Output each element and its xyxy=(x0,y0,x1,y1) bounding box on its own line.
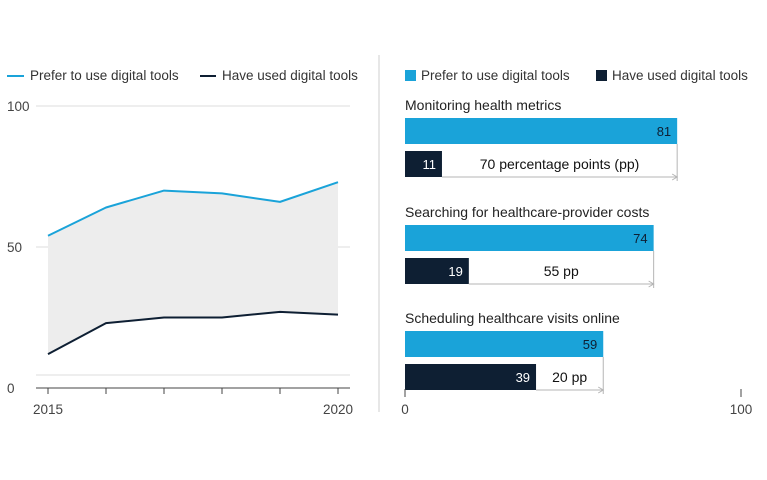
bar-x-tick-label: 100 xyxy=(730,402,753,417)
used-bar xyxy=(405,364,537,390)
gap-label: 20 pp xyxy=(552,369,587,385)
prefer-bar xyxy=(405,118,678,144)
prefer-bar xyxy=(405,331,604,357)
group-label: Scheduling healthcare visits online xyxy=(405,310,620,326)
bar-chart-legend: Prefer to use digital tools Have used di… xyxy=(405,68,748,83)
gap-label: 70 percentage points (pp) xyxy=(480,156,640,172)
group-label: Monitoring health metrics xyxy=(405,97,561,113)
gap-arrow xyxy=(648,280,655,288)
used-value-label: 11 xyxy=(422,157,436,172)
used-bar xyxy=(405,151,442,177)
legend-used-label: Have used digital tools xyxy=(222,68,358,83)
gap-arrow xyxy=(671,173,679,181)
legend-prefer-label: Prefer to use digital tools xyxy=(421,68,570,83)
prefer-value-label: 74 xyxy=(633,231,647,246)
used-bar xyxy=(405,258,469,284)
prefer-bar xyxy=(405,225,654,251)
prefer-value-label: 59 xyxy=(583,337,597,352)
legend-used-swatch xyxy=(596,70,607,81)
gap-arrow xyxy=(597,386,605,394)
y-tick-label: 0 xyxy=(7,381,15,396)
group-label: Searching for healthcare-provider costs xyxy=(405,204,649,220)
bar-chart: Monitoring health metrics 81 11 70 percenta… xyxy=(401,97,752,417)
used-value-label: 19 xyxy=(448,264,462,279)
y-tick-label: 100 xyxy=(7,99,30,114)
x-tick-label: 2020 xyxy=(323,402,353,417)
prefer-value-label: 81 xyxy=(657,124,671,139)
line-chart: 0 50 100 2015 2020 xyxy=(7,99,353,417)
y-tick-label: 50 xyxy=(7,240,22,255)
bar-x-tick-label: 0 xyxy=(401,402,409,417)
legend-prefer-label: Prefer to use digital tools xyxy=(30,68,179,83)
gap-label: 55 pp xyxy=(544,263,579,279)
line-chart-legend: Prefer to use digital tools Have used di… xyxy=(7,68,358,83)
used-series-line xyxy=(47,310,339,356)
x-tick-label: 2015 xyxy=(33,402,63,417)
used-value-label: 39 xyxy=(516,370,530,385)
prefer-series-line xyxy=(47,181,339,237)
legend-used-label: Have used digital tools xyxy=(612,68,748,83)
legend-prefer-swatch xyxy=(405,70,416,81)
gap-area xyxy=(48,182,338,355)
